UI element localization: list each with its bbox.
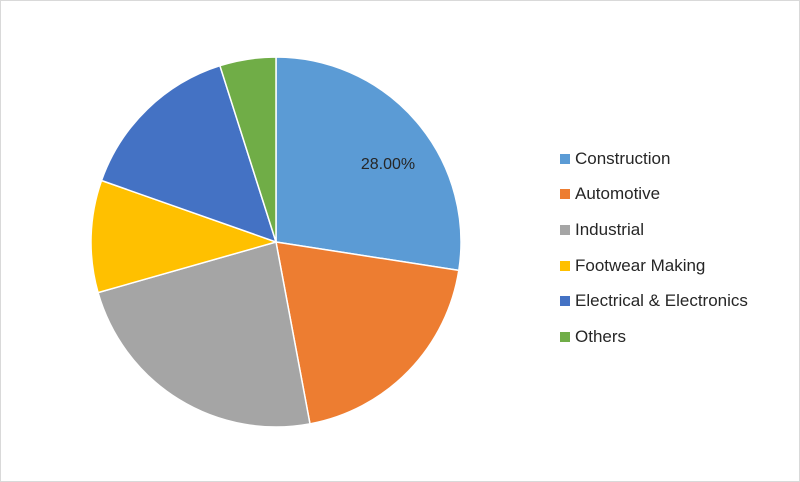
legend-item-others: Others — [560, 319, 748, 355]
legend-item-automotive: Automotive — [560, 177, 748, 213]
legend-swatch-electrical-electronics — [560, 296, 570, 307]
legend-swatch-construction — [560, 153, 570, 164]
pie-slice-construction — [275, 56, 462, 272]
legend-item-footwear-making: Footwear Making — [560, 248, 748, 284]
legend-swatch-automotive — [560, 189, 570, 200]
legend-label-automotive: Automotive — [575, 184, 661, 204]
legend-item-construction: Construction — [560, 141, 748, 177]
legend-label-industrial: Industrial — [575, 219, 644, 239]
data-label-construction: 28.00% — [361, 156, 415, 173]
legend-swatch-others — [560, 331, 570, 342]
pie-slice-others — [218, 56, 277, 243]
legend-item-industrial: Industrial — [560, 212, 748, 248]
legend-label-footwear-making: Footwear Making — [575, 255, 706, 275]
legend: Construction Automotive Industrial Footw… — [560, 141, 748, 355]
pie-slice-footwear-making — [90, 179, 279, 294]
legend-swatch-industrial — [560, 224, 570, 235]
legend-label-construction: Construction — [575, 148, 671, 168]
pie-slice-automotive — [275, 241, 460, 425]
pie-slice-industrial — [97, 241, 311, 428]
pie-slice-electrical-electronics — [100, 64, 278, 244]
legend-swatch-footwear-making — [560, 260, 570, 271]
legend-label-electrical-electronics: Electrical & Electronics — [575, 291, 748, 311]
legend-item-electrical-electronics: Electrical & Electronics — [560, 283, 748, 319]
legend-label-others: Others — [575, 326, 627, 346]
